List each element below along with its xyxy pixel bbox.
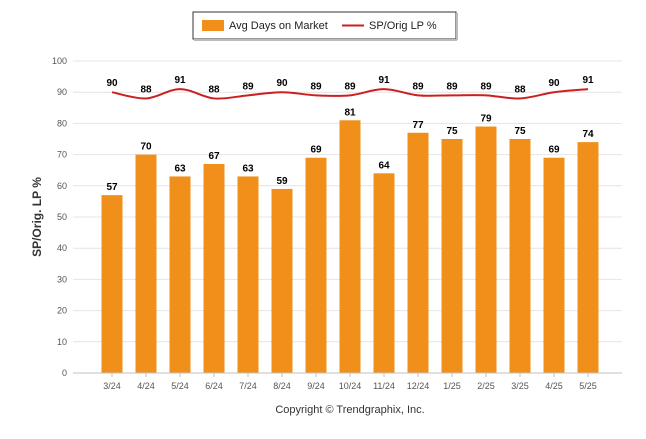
x-tick-label: 4/24 (137, 381, 155, 391)
line-series-path (111, 88, 589, 100)
bar-value-label: 57 (106, 182, 118, 193)
y-tick-label: 20 (57, 306, 67, 316)
y-tick-label: 90 (57, 87, 67, 97)
x-tick-label: 9/24 (307, 381, 325, 391)
bar (441, 139, 463, 373)
y-tick-label: 40 (57, 243, 67, 253)
y-tick-label: 80 (57, 118, 67, 128)
legend: Avg Days on Market SP/Orig LP % (192, 11, 458, 41)
bar (237, 176, 259, 373)
legend-bar-label: Avg Days on Market (229, 20, 328, 32)
bar (169, 176, 191, 373)
bar (305, 157, 327, 373)
line-data-labels: 90 88 91 88 89 90 89 89 91 89 89 89 88 90 91 (106, 75, 594, 95)
bar-series (101, 120, 599, 374)
line-value-label: 91 (174, 75, 186, 86)
y-tick-label: 100 (52, 56, 67, 66)
bar (101, 195, 123, 373)
line-value-label: 91 (582, 75, 594, 86)
x-tick-label: 8/24 (273, 381, 291, 391)
legend-bar-swatch (202, 20, 224, 31)
x-axis-ticks: 3/24 4/24 5/24 6/24 7/24 8/24 9/24 10/24 11/24 12… (103, 373, 597, 391)
bar-value-label: 63 (242, 163, 254, 174)
bar (509, 139, 531, 373)
line-value-label: 89 (310, 81, 322, 92)
bar-value-label: 81 (344, 107, 356, 118)
line-value-label: 88 (140, 84, 152, 95)
x-tick-label: 1/25 (443, 381, 461, 391)
bar (543, 157, 565, 373)
bar (475, 126, 497, 374)
y-tick-label: 60 (57, 181, 67, 191)
line-value-label: 89 (412, 81, 424, 92)
line-value-label: 90 (276, 78, 288, 89)
x-tick-label: 4/25 (545, 381, 563, 391)
copyright-footer: Copyright © Trendgraphix, Inc. (275, 404, 424, 416)
x-tick-label: 11/24 (373, 381, 395, 391)
bar (135, 154, 157, 373)
bar (203, 163, 225, 373)
legend-box (192, 11, 457, 40)
y-tick-label: 10 (57, 337, 67, 347)
x-tick-label: 12/24 (407, 381, 430, 391)
line-value-label: 90 (106, 78, 118, 89)
x-tick-label: 3/24 (103, 381, 121, 391)
bar (577, 142, 599, 373)
bar-value-label: 77 (412, 120, 424, 131)
line-value-label: 90 (548, 78, 560, 89)
line-value-label: 89 (446, 81, 458, 92)
legend-line-label: SP/Orig LP % (369, 20, 437, 32)
y-tick-label: 70 (57, 150, 67, 160)
bar-value-label: 75 (446, 126, 458, 137)
y-tick-label: 30 (57, 274, 67, 284)
line-value-label: 88 (514, 84, 526, 95)
y-tick-label: 50 (57, 212, 67, 222)
x-tick-label: 5/24 (171, 381, 189, 391)
x-tick-label: 7/24 (239, 381, 257, 391)
x-tick-label: 2/25 (477, 381, 495, 391)
bar-value-label: 70 (140, 142, 152, 153)
x-tick-label: 10/24 (339, 381, 362, 391)
y-tick-label: 0 (62, 368, 67, 378)
bar-data-labels: 57 70 63 67 63 59 69 81 64 77 75 79 75 69 74 (106, 107, 594, 193)
bar-value-label: 79 (480, 114, 492, 125)
bar-value-label: 63 (174, 163, 186, 174)
y-axis-title: SP/Orig. LP % (30, 177, 44, 257)
line-value-label: 88 (208, 84, 220, 95)
bar-value-label: 64 (378, 160, 390, 171)
bar (407, 132, 429, 373)
x-tick-label: 6/24 (205, 381, 223, 391)
x-tick-label: 3/25 (511, 381, 529, 391)
bar-value-label: 69 (310, 145, 322, 156)
bar (271, 188, 293, 373)
bar-value-label: 67 (208, 151, 220, 162)
x-tick-label: 5/25 (579, 381, 597, 391)
y-axis-ticks: 0 10 20 30 40 50 60 70 80 90 100 (52, 56, 67, 378)
line-value-label: 91 (378, 75, 390, 86)
bar-value-label: 74 (582, 129, 594, 140)
bar (373, 173, 395, 373)
line-value-label: 89 (242, 81, 254, 92)
bar-value-label: 75 (514, 126, 526, 137)
bar (339, 120, 361, 373)
line-value-label: 89 (344, 81, 356, 92)
line-value-label: 89 (480, 81, 492, 92)
bar-value-label: 69 (548, 145, 560, 156)
bar-value-label: 59 (276, 176, 288, 187)
